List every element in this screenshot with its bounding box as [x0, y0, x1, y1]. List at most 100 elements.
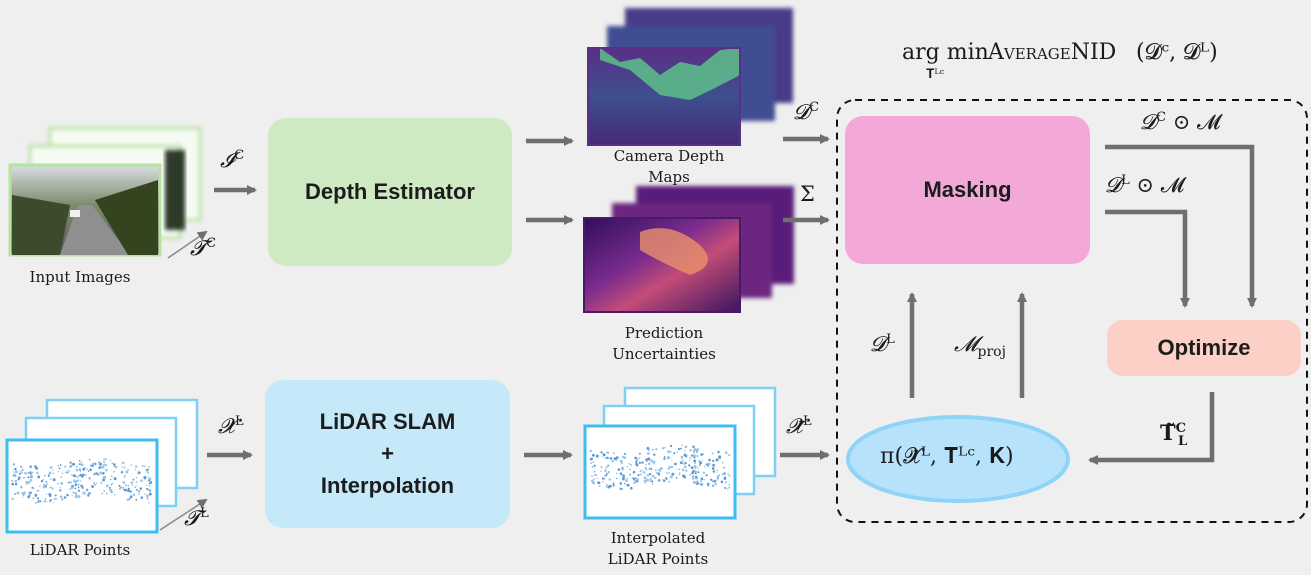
lidar-point — [76, 476, 79, 478]
lidar-point — [89, 468, 92, 472]
lidar-point — [80, 480, 82, 482]
lidar-point — [664, 446, 666, 449]
lidar-point — [109, 459, 112, 462]
lidar-point — [72, 462, 76, 466]
lidar-point — [91, 485, 95, 488]
lidar-point — [100, 482, 102, 484]
lidar-point — [606, 483, 608, 486]
lidar-point — [718, 474, 721, 477]
lidar-point — [658, 479, 661, 482]
lidar-point — [27, 480, 31, 484]
lidar-point — [640, 473, 643, 476]
lidar-point — [135, 481, 138, 484]
lidar-point — [638, 452, 641, 455]
lidar-point — [622, 466, 625, 469]
lidar-point — [689, 456, 691, 459]
prediction-uncertainties-stack — [583, 186, 794, 313]
lidar-slam-block[interactable]: LiDAR SLAM + Interpolation — [265, 380, 510, 528]
lidar-point — [663, 455, 666, 458]
lidar-point — [657, 472, 661, 475]
lidar-point — [604, 474, 607, 477]
lidar-point — [711, 452, 714, 455]
label-masked-lidar-depth: 𝓓L ⊙ 𝓜 — [1105, 173, 1185, 197]
lidar-point — [721, 461, 724, 464]
lidar-point — [27, 473, 29, 475]
lidar-point — [625, 479, 628, 483]
lidar-point — [699, 461, 703, 465]
lidar-point — [597, 481, 601, 485]
lidar-point — [688, 459, 691, 461]
lidar-point — [607, 451, 609, 454]
lidar-point — [20, 465, 23, 468]
lidar-point — [148, 466, 150, 468]
lidar-point — [49, 500, 52, 503]
lidar-point — [86, 468, 89, 471]
lidar-point — [626, 477, 629, 480]
lidar-point — [695, 481, 698, 484]
lidar-point — [111, 462, 113, 464]
lidar-point — [723, 477, 727, 480]
lidar-point — [654, 476, 657, 480]
lidar-point — [133, 493, 136, 496]
lidar-point — [591, 475, 593, 477]
lidar-point — [109, 489, 111, 491]
lidar-point — [54, 494, 57, 497]
lidar-point — [49, 478, 52, 480]
lidar-point — [118, 484, 121, 487]
lidar-point — [60, 482, 63, 485]
lidar-point — [42, 478, 45, 481]
lidar-point — [149, 480, 153, 484]
tl-axis-line — [159, 498, 208, 531]
lidar-point — [711, 467, 715, 470]
lidar-point — [685, 469, 688, 472]
lidar-point — [10, 479, 14, 482]
lidar-point — [633, 481, 636, 484]
lidar-point — [123, 466, 126, 469]
lidar-point — [628, 463, 630, 465]
masking-block[interactable]: Masking — [845, 116, 1090, 264]
lidar-point — [74, 492, 76, 495]
lidar-point — [23, 477, 25, 479]
lidar-point — [646, 460, 648, 462]
lidar-point — [137, 471, 141, 475]
lidar-point — [592, 481, 596, 485]
lidar-point — [103, 490, 105, 493]
lidar-point — [37, 489, 40, 492]
lidar-point — [690, 454, 694, 457]
lidar-point — [123, 477, 126, 479]
lidar-point — [93, 474, 95, 476]
lidar-point — [649, 478, 652, 481]
lidar-point — [728, 474, 731, 477]
lidar-point — [718, 457, 721, 460]
lidar-point — [596, 454, 599, 457]
lidar-point — [127, 487, 130, 490]
lidar-point — [707, 464, 710, 467]
lidar-point — [14, 479, 18, 483]
lidar-point — [27, 495, 31, 499]
lidar-point — [591, 453, 595, 457]
lidar-point — [88, 492, 91, 495]
lidar-point — [45, 493, 48, 495]
lidar-point — [615, 456, 619, 460]
depth-estimator-block[interactable]: Depth Estimator — [268, 118, 512, 266]
lidar-point — [654, 469, 657, 472]
lidar-point — [724, 486, 727, 490]
lidar-point — [77, 495, 81, 499]
lidar-point — [655, 472, 658, 474]
lidar-point — [697, 471, 700, 474]
lidar-point — [78, 468, 81, 471]
lidar-point — [660, 467, 663, 470]
lidar-point — [622, 475, 626, 478]
lidar-point — [52, 469, 54, 471]
lidar-point — [103, 476, 106, 479]
lidar-point — [147, 476, 149, 478]
lidar-point — [74, 480, 78, 483]
lidar-point — [76, 479, 80, 482]
lidar-point — [34, 501, 37, 504]
lidar-point — [596, 477, 599, 480]
lidar-point — [20, 476, 22, 479]
optimize-block[interactable]: Optimize — [1107, 320, 1301, 376]
lidar-point — [30, 474, 33, 477]
lidar-point — [668, 472, 671, 475]
lidar-point — [698, 483, 700, 485]
